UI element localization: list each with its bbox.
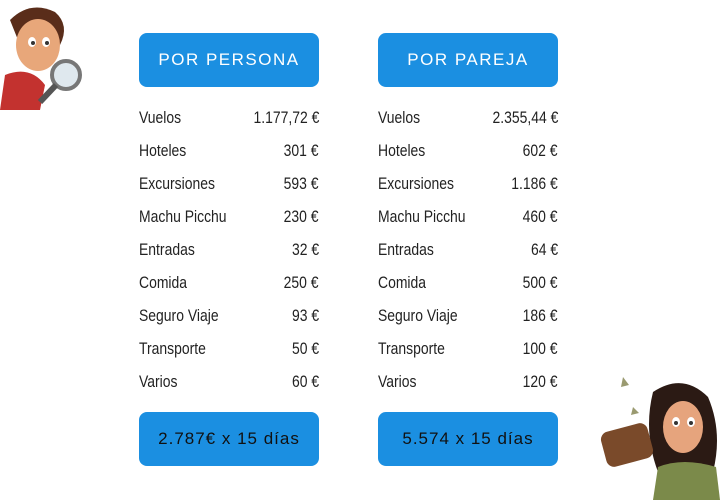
price-column: POR PAREJA Vuelos 2.355,44 € Hoteles 602 € Ex…	[378, 33, 558, 466]
price-column: POR PERSONA Vuelos 1.177,72 € Hoteles 301 € E…	[139, 33, 319, 466]
total-button: 5.574 x 15 días	[378, 412, 558, 466]
cost-label: Machu Picchu	[378, 207, 466, 226]
cost-row: Seguro Viaje 93 €	[139, 304, 319, 328]
total-button: 2.787€ x 15 días	[139, 412, 319, 466]
cost-row: Hoteles 301 €	[139, 139, 319, 163]
cost-value: 230 €	[284, 207, 319, 226]
cost-label: Vuelos	[378, 108, 421, 127]
cost-label: Comida	[378, 273, 427, 292]
cost-value: 93 €	[291, 306, 319, 325]
cost-label: Hoteles	[378, 141, 426, 160]
cost-value: 100 €	[523, 339, 558, 358]
cost-row: Vuelos 1.177,72 €	[139, 106, 319, 130]
cost-label: Machu Picchu	[139, 207, 227, 226]
cost-value: 64 €	[530, 240, 558, 259]
cost-row: Seguro Viaje 186 €	[378, 304, 558, 328]
cost-row: Hoteles 602 €	[378, 139, 558, 163]
cost-value: 32 €	[291, 240, 319, 259]
cost-label: Excursiones	[139, 174, 215, 193]
cost-label: Entradas	[139, 240, 195, 259]
cost-label: Hoteles	[139, 141, 187, 160]
cost-row: Excursiones 593 €	[139, 172, 319, 196]
cost-value: 460 €	[523, 207, 558, 226]
cost-label: Transporte	[378, 339, 445, 358]
cost-row: Entradas 64 €	[378, 238, 558, 262]
cost-row: Comida 500 €	[378, 271, 558, 295]
cost-label: Transporte	[139, 339, 206, 358]
cost-label: Varios	[378, 372, 417, 391]
cost-label: Varios	[139, 372, 178, 391]
cost-label: Comida	[139, 273, 188, 292]
cost-value: 602 €	[523, 141, 558, 160]
cost-row: Varios 60 €	[139, 370, 319, 394]
cost-row: Varios 120 €	[378, 370, 558, 394]
cost-value: 2.355,44 €	[492, 108, 558, 127]
cost-label: Entradas	[378, 240, 434, 259]
cost-value: 186 €	[523, 306, 558, 325]
detective-cartoon	[0, 7, 82, 110]
column-header: POR PAREJA	[378, 33, 558, 87]
cost-value: 250 €	[284, 273, 319, 292]
column-header: POR PERSONA	[139, 33, 319, 87]
cost-value: 120 €	[523, 372, 558, 391]
cost-label: Vuelos	[139, 108, 182, 127]
cost-label: Excursiones	[378, 174, 454, 193]
cost-value: 1.186 €	[511, 174, 558, 193]
traveler-cartoon	[600, 377, 720, 500]
cost-row: Transporte 50 €	[139, 337, 319, 361]
cost-value: 50 €	[291, 339, 319, 358]
cost-value: 500 €	[523, 273, 558, 292]
cost-label: Seguro Viaje	[378, 306, 458, 325]
cost-value: 60 €	[291, 372, 319, 391]
cost-row: Comida 250 €	[139, 271, 319, 295]
cost-row: Transporte 100 €	[378, 337, 558, 361]
cost-value: 593 €	[284, 174, 319, 193]
cost-row: Entradas 32 €	[139, 238, 319, 262]
cost-value: 1.177,72 €	[253, 108, 319, 127]
cost-label: Seguro Viaje	[139, 306, 219, 325]
cost-row: Vuelos 2.355,44 €	[378, 106, 558, 130]
cost-value: 301 €	[284, 141, 319, 160]
cost-row: Excursiones 1.186 €	[378, 172, 558, 196]
cost-row: Machu Picchu 230 €	[139, 205, 319, 229]
cost-row: Machu Picchu 460 €	[378, 205, 558, 229]
